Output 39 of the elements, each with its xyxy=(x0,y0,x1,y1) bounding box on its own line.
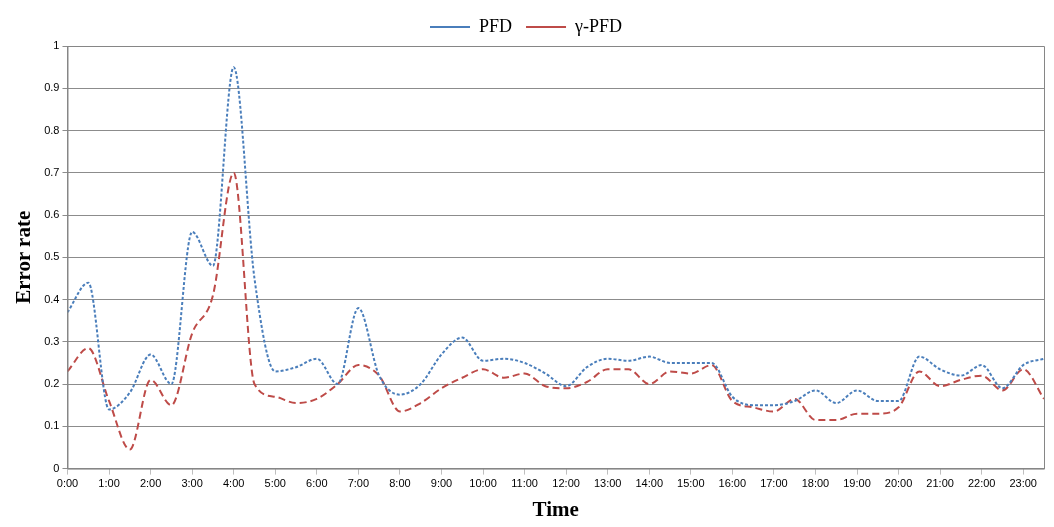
x-tick-label: 15:00 xyxy=(677,477,705,490)
x-tick-label: 9:00 xyxy=(430,477,453,490)
x-tick-label: 13:00 xyxy=(593,477,622,490)
x-tick-label: 20:00 xyxy=(884,477,913,490)
x-tick-label: 23:00 xyxy=(1009,477,1037,490)
x-axis-title: Time xyxy=(532,496,579,521)
x-tick-label: 5:00 xyxy=(264,477,286,490)
y-tick-label: 1 xyxy=(53,39,60,52)
x-tick-label: 10:00 xyxy=(469,477,497,490)
x-tick-label: 18:00 xyxy=(801,477,830,490)
legend-label: γ-PFD xyxy=(574,15,622,36)
x-tick-label: 6:00 xyxy=(306,477,328,490)
x-tick-label: 19:00 xyxy=(843,477,871,490)
x-tick-label: 11:00 xyxy=(511,477,538,490)
x-tick-label: 17:00 xyxy=(760,477,788,490)
y-tick-label: 0.9 xyxy=(44,81,60,94)
legend-label: PFD xyxy=(479,15,513,36)
y-tick-label: 0.4 xyxy=(44,292,60,305)
x-tick-label: 1:00 xyxy=(98,477,120,490)
x-tick-label: 16:00 xyxy=(718,477,747,490)
y-tick-label: 0.8 xyxy=(44,123,60,136)
x-tick-label: 22:00 xyxy=(967,477,996,490)
x-tick-label: 12:00 xyxy=(552,477,580,490)
x-tick-label: 0:00 xyxy=(56,477,79,490)
y-axis-title: Error rate xyxy=(11,210,36,304)
x-tick-label: 4:00 xyxy=(222,477,245,490)
x-tick-label: 8:00 xyxy=(389,477,411,490)
y-tick-label: 0.2 xyxy=(44,377,60,390)
y-tick-label: 0.6 xyxy=(44,208,60,221)
y-tick-label: 0.3 xyxy=(44,334,60,347)
y-tick-label: 0.1 xyxy=(44,419,60,432)
x-tick-label: 21:00 xyxy=(926,477,954,490)
y-tick-label: 0 xyxy=(53,461,60,474)
x-tick-label: 14:00 xyxy=(635,477,664,490)
y-tick-label: 0.5 xyxy=(44,250,60,263)
x-tick-label: 7:00 xyxy=(347,477,370,490)
x-tick-label: 3:00 xyxy=(181,477,203,490)
y-tick-label: 0.7 xyxy=(44,165,60,178)
x-tick-label: 2:00 xyxy=(139,477,162,490)
